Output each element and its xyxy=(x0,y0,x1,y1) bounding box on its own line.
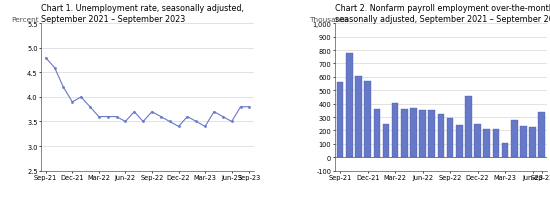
Bar xyxy=(493,129,499,157)
Bar xyxy=(447,119,453,157)
Bar xyxy=(438,115,444,157)
Bar xyxy=(373,109,380,157)
Text: Thousands: Thousands xyxy=(309,17,349,23)
Text: Chart 2. Nonfarm payroll employment over-the-month change,
seasonally adjusted, : Chart 2. Nonfarm payroll employment over… xyxy=(334,4,550,23)
Bar xyxy=(520,126,527,157)
Bar xyxy=(355,76,362,157)
Bar xyxy=(538,113,545,157)
Bar xyxy=(383,124,389,157)
Bar xyxy=(474,125,481,157)
Bar xyxy=(511,120,518,157)
Bar xyxy=(346,54,353,157)
Bar xyxy=(392,103,398,157)
Bar xyxy=(401,109,408,157)
Bar xyxy=(410,108,417,157)
Bar xyxy=(483,129,490,157)
Bar xyxy=(337,83,343,157)
Bar xyxy=(529,127,536,157)
Text: Percent: Percent xyxy=(12,17,39,23)
Bar xyxy=(419,111,426,157)
Bar xyxy=(465,96,472,157)
Text: Chart 1. Unemployment rate, seasonally adjusted,
September 2021 – September 2023: Chart 1. Unemployment rate, seasonally a… xyxy=(41,4,244,23)
Bar xyxy=(502,143,508,157)
Bar xyxy=(364,81,371,157)
Bar xyxy=(428,111,435,157)
Bar xyxy=(456,125,463,157)
